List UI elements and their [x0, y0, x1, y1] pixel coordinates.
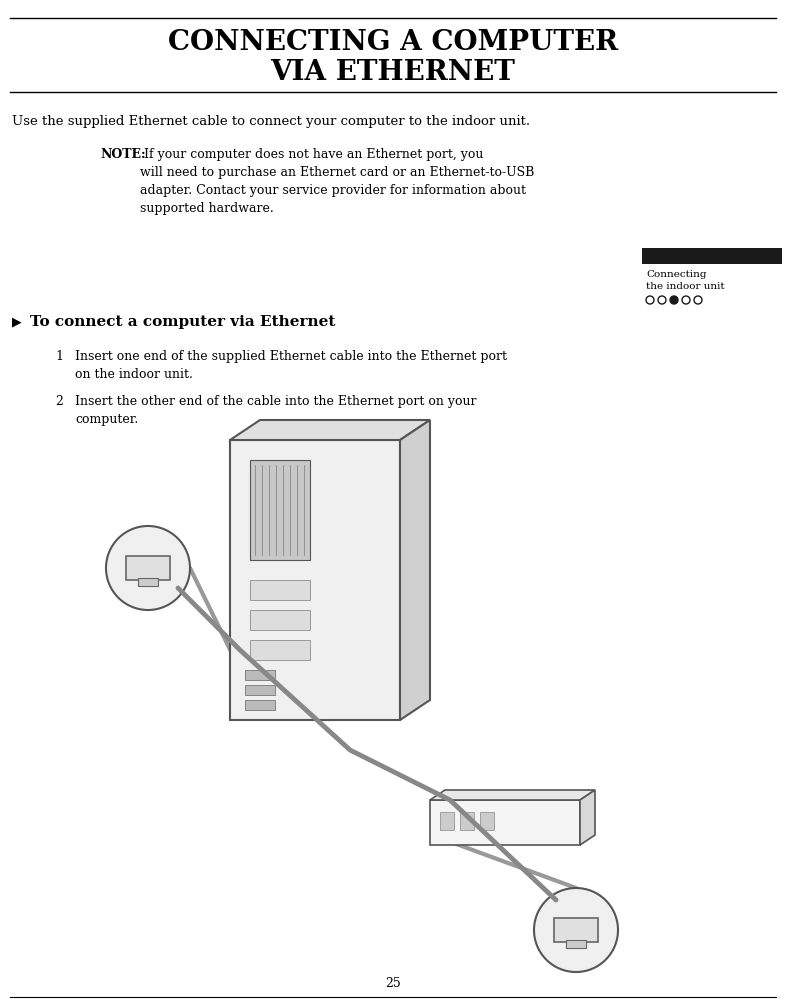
- Text: Insert one end of the supplied Ethernet cable into the Ethernet port
on the indo: Insert one end of the supplied Ethernet …: [75, 350, 507, 381]
- Polygon shape: [400, 420, 430, 720]
- FancyBboxPatch shape: [430, 800, 580, 845]
- Text: Connecting: Connecting: [646, 270, 707, 279]
- Text: ▶: ▶: [12, 315, 22, 328]
- Text: Insert the other end of the cable into the Ethernet port on your
computer.: Insert the other end of the cable into t…: [75, 395, 476, 426]
- Bar: [245, 685, 275, 695]
- Bar: [138, 578, 158, 586]
- Bar: [250, 640, 310, 660]
- Bar: [245, 700, 275, 710]
- Bar: [440, 812, 454, 830]
- Bar: [126, 556, 170, 580]
- Bar: [566, 940, 586, 948]
- Bar: [460, 812, 474, 830]
- Bar: [250, 610, 310, 630]
- Text: To connect a computer via Ethernet: To connect a computer via Ethernet: [30, 315, 336, 329]
- Bar: [642, 248, 782, 264]
- FancyBboxPatch shape: [230, 440, 400, 720]
- Polygon shape: [580, 790, 595, 845]
- Bar: [250, 460, 310, 560]
- Bar: [554, 918, 598, 942]
- Bar: [480, 812, 494, 830]
- Circle shape: [670, 296, 678, 304]
- Polygon shape: [430, 790, 595, 800]
- Text: VIA ETHERNET: VIA ETHERNET: [270, 58, 516, 86]
- Text: 1: 1: [55, 350, 63, 363]
- Text: Use the supplied Ethernet cable to connect your computer to the indoor unit.: Use the supplied Ethernet cable to conne…: [12, 115, 530, 128]
- Circle shape: [534, 888, 618, 972]
- Circle shape: [106, 526, 190, 610]
- Text: 2: 2: [55, 395, 63, 408]
- Text: NOTE:: NOTE:: [100, 148, 145, 161]
- Text: the indoor unit: the indoor unit: [646, 282, 725, 291]
- Polygon shape: [230, 420, 430, 440]
- Bar: [250, 580, 310, 600]
- Text: If your computer does not have an Ethernet port, you
will need to purchase an Et: If your computer does not have an Ethern…: [140, 148, 534, 215]
- Text: CONNECTING A COMPUTER: CONNECTING A COMPUTER: [168, 28, 618, 55]
- Text: 25: 25: [385, 977, 401, 990]
- Bar: [245, 670, 275, 680]
